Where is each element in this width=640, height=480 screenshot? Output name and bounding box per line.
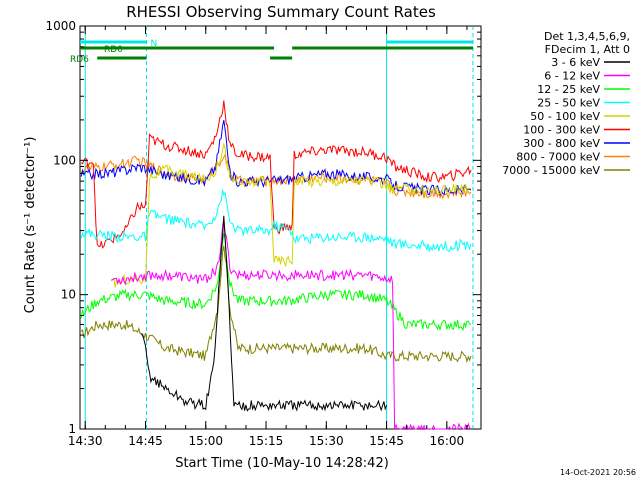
y-axis-label: Count Rate (s⁻¹ detector⁻¹): [23, 137, 38, 314]
plot-axes: [79, 25, 482, 430]
x-tick-label: 14:45: [128, 434, 163, 448]
x-tick-label: 15:45: [369, 434, 404, 448]
legend-label: 7000 - 15000 keV: [502, 164, 600, 177]
series-line: [110, 142, 472, 288]
chart-title: RHESSI Observing Summary Count Rates: [126, 3, 436, 21]
y-tick-label: 1: [68, 422, 76, 436]
legend-label: 100 - 300 keV: [523, 124, 600, 137]
series-line: [111, 218, 472, 431]
legend: Det 1,3,4,5,6,9,FDecim 1, Att 03 - 6 keV…: [502, 30, 630, 177]
series-line: [80, 119, 472, 197]
flag-bars: N RD0 RD6: [70, 39, 473, 65]
legend-label: 50 - 100 keV: [530, 110, 600, 123]
y-tick-label: 1000: [45, 19, 76, 33]
series-lines: [80, 100, 472, 431]
legend-label: 12 - 25 keV: [537, 83, 600, 96]
x-tick-label: 16:00: [430, 434, 465, 448]
x-tick-label: 15:00: [188, 434, 223, 448]
series-line: [80, 245, 472, 364]
series-line: [80, 233, 472, 332]
flag-vlines: [84, 26, 474, 429]
legend-label: 3 - 6 keV: [551, 56, 600, 69]
x-tick-label: 14:30: [68, 434, 103, 448]
flag-label-rd0: RD0: [104, 45, 123, 55]
series-line: [80, 189, 472, 253]
axis-ticks: 14:30 14:45 15:00 15:15 15:30 15:45 16:00 1 10 10…: [45, 19, 481, 448]
footer-date: 14-Oct-2021 20:56: [560, 468, 636, 477]
flag-label-rd6: RD6: [70, 55, 89, 65]
legend-label: 800 - 7000 keV: [516, 151, 600, 164]
legend-header: FDecim 1, Att 0: [545, 43, 630, 56]
y-tick-label: 10: [61, 288, 76, 302]
y-tick-label: 100: [53, 153, 76, 167]
flag-label-n: N: [150, 39, 157, 49]
series-line: [141, 215, 388, 412]
x-tick-label: 15:30: [309, 434, 344, 448]
plot-frame: [79, 25, 482, 430]
x-tick-label: 15:15: [249, 434, 284, 448]
legend-header: Det 1,3,4,5,6,9,: [544, 30, 630, 43]
legend-label: 300 - 800 keV: [523, 137, 600, 150]
legend-label: 25 - 50 keV: [537, 97, 600, 110]
x-axis-label: Start Time (10-May-10 14:28:42): [175, 456, 389, 471]
legend-label: 6 - 12 keV: [544, 70, 600, 83]
